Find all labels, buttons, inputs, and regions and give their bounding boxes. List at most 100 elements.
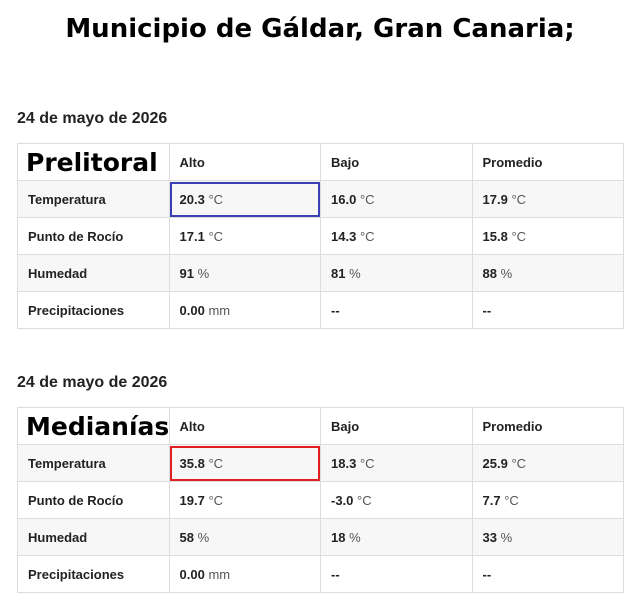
cell-unit: % [349, 529, 361, 545]
cell-value: 16.0 [331, 191, 357, 207]
cell-unit: °C [511, 228, 527, 244]
cell-unit: % [197, 265, 210, 281]
value-cell: 58 % [168, 518, 321, 556]
cell-unit: °C [208, 492, 224, 508]
value-cell: 0.00 mm [168, 555, 321, 593]
cell-unit: mm [208, 566, 231, 582]
column-header: Bajo [320, 143, 473, 181]
cell-value: 18 [331, 529, 346, 545]
value-cell: -- [320, 555, 473, 593]
cell-value: 88 [482, 265, 497, 281]
table-row: Humedad 91 % 81 % 88 % [17, 254, 624, 292]
cell-value: 17.9 [482, 191, 508, 207]
cell-unit: °C [511, 191, 527, 207]
cell-value: 14.3 [331, 228, 357, 244]
cell-unit: °C [359, 191, 375, 207]
table-row: Temperatura 35.8 °C 18.3 °C 25.9 °C [17, 444, 624, 482]
section-date: 24 de mayo de 2026 [17, 374, 168, 391]
cell-unit: °C [208, 228, 224, 244]
cell-unit: °C [359, 455, 375, 471]
value-cell: 19.7 °C [168, 481, 321, 519]
cell-unit: °C [504, 492, 519, 508]
table-head: Medianías Alto Bajo Promedio [17, 407, 624, 445]
table-row: Humedad 58 % 18 % 33 % [17, 518, 624, 556]
cell-unit: % [349, 265, 361, 281]
value-cell: -- [320, 291, 473, 329]
cell-value: 33 [482, 529, 497, 545]
cell-unit: °C [511, 455, 527, 471]
column-header: Promedio [471, 143, 624, 181]
section-date: 24 de mayo de 2026 [17, 110, 168, 127]
value-cell: 18.3 °C [320, 444, 473, 482]
cell-value: 58 [179, 529, 194, 545]
value-cell: 88 % [471, 254, 624, 292]
value-cell: 0.00 mm [168, 291, 321, 329]
column-header: Bajo [320, 407, 473, 445]
cell-value: 35.8 [179, 455, 205, 471]
cell-value: 81 [331, 265, 346, 281]
value-cell: 20.3 °C [168, 180, 321, 218]
value-cell: 25.9 °C [471, 444, 624, 482]
value-cell: 17.9 °C [471, 180, 624, 218]
weather-table: Medianías Alto Bajo Promedio Temperatura 35.8… [17, 407, 624, 593]
row-label: Precipitaciones [17, 291, 170, 329]
row-label: Precipitaciones [17, 555, 170, 593]
value-cell: 15.8 °C [471, 217, 624, 255]
cell-value: -- [331, 566, 340, 582]
cell-unit: % [500, 265, 513, 281]
header-row: Medianías Alto Bajo Promedio [17, 407, 624, 445]
cell-unit: % [197, 529, 210, 545]
value-cell: 33 % [471, 518, 624, 556]
table-row: Precipitaciones 0.00 mm -- -- [17, 291, 624, 329]
column-header: Alto [168, 407, 321, 445]
table-row: Temperatura 20.3 °C 16.0 °C 17.9 °C [17, 180, 624, 218]
cell-value: 17.1 [179, 228, 205, 244]
cell-unit: % [500, 529, 513, 545]
row-label: Humedad [17, 518, 170, 556]
cell-unit: mm [208, 302, 231, 318]
table-body: Temperatura 20.3 °C 16.0 °C 17.9 °C Punto de… [17, 180, 624, 329]
value-cell: 81 % [320, 254, 473, 292]
cell-value: 25.9 [482, 455, 508, 471]
value-cell: 35.8 °C [168, 444, 321, 482]
cell-value: -- [331, 302, 340, 318]
cell-value: 19.7 [179, 492, 205, 508]
table-row: Punto de Rocío 19.7 °C -3.0 °C 7.7 °C [17, 481, 624, 519]
cell-value: 18.3 [331, 455, 357, 471]
cell-unit: °C [208, 191, 224, 207]
zone-label: Prelitoral [17, 143, 170, 181]
value-cell: -- [471, 555, 624, 593]
value-cell: -- [471, 291, 624, 329]
value-cell: 18 % [320, 518, 473, 556]
cell-value: 20.3 [179, 191, 205, 207]
cell-value: 7.7 [482, 492, 501, 508]
value-cell: -3.0 °C [320, 481, 473, 519]
title: Municipio de Gáldar, Gran Canaria; [65, 14, 575, 44]
weather-table: Prelitoral Alto Bajo Promedio Temperatura 20.… [17, 143, 624, 329]
row-label: Temperatura [17, 444, 170, 482]
cell-value: 0.00 [179, 302, 205, 318]
cell-unit: °C [357, 492, 372, 508]
value-cell: 7.7 °C [471, 481, 624, 519]
table-row: Precipitaciones 0.00 mm -- -- [17, 555, 624, 593]
cell-value: 15.8 [482, 228, 508, 244]
value-cell: 91 % [168, 254, 321, 292]
value-cell: 16.0 °C [320, 180, 473, 218]
value-cell: 17.1 °C [168, 217, 321, 255]
header-row: Prelitoral Alto Bajo Promedio [17, 143, 624, 181]
table-row: Punto de Rocío 17.1 °C 14.3 °C 15.8 °C [17, 217, 624, 255]
cell-value: 0.00 [179, 566, 205, 582]
cell-value: -- [482, 302, 492, 318]
cell-unit: °C [359, 228, 375, 244]
row-label: Temperatura [17, 180, 170, 218]
cell-value: -3.0 [331, 492, 354, 508]
row-label: Punto de Rocío [17, 481, 170, 519]
cell-unit: °C [208, 455, 224, 471]
value-cell: 14.3 °C [320, 217, 473, 255]
table-head: Prelitoral Alto Bajo Promedio [17, 143, 624, 181]
cell-value: -- [482, 566, 492, 582]
table-body: Temperatura 35.8 °C 18.3 °C 25.9 °C Punto de… [17, 444, 624, 593]
row-label: Punto de Rocío [17, 217, 170, 255]
row-label: Humedad [17, 254, 170, 292]
